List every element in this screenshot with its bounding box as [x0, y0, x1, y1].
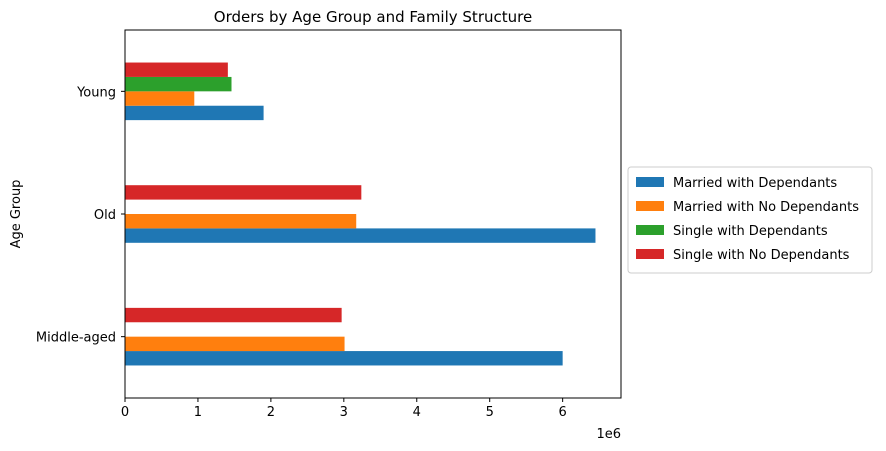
- legend-frame: [627, 166, 873, 274]
- legend-swatch: [636, 225, 664, 235]
- legend-label: Single with No Dependants: [673, 248, 850, 263]
- legend-swatch: [636, 201, 664, 211]
- legend-label: Married with No Dependants: [673, 200, 859, 215]
- legend-label: Single with Dependants: [673, 224, 828, 239]
- bar: [125, 307, 342, 323]
- bar: [125, 105, 264, 121]
- x-tick-label: 0: [121, 405, 129, 420]
- bar: [125, 62, 228, 77]
- y-tick-label: Young: [76, 85, 116, 100]
- x-tick-label: 1: [194, 405, 202, 420]
- legend-swatch: [636, 177, 664, 187]
- x-tick-label: 3: [340, 405, 348, 420]
- x-tick-label: 4: [413, 405, 421, 420]
- bar: [125, 76, 232, 92]
- y-tick-label: Middle-aged: [36, 331, 116, 346]
- x-tick-label: 5: [486, 405, 494, 420]
- plot-frame: [124, 29, 622, 399]
- y-tick-label: Old: [94, 208, 116, 223]
- legend-label: Married with Dependants: [673, 176, 837, 191]
- bar: [125, 351, 563, 366]
- bar: [125, 214, 357, 229]
- x-offset-label: 1e6: [596, 427, 621, 442]
- bar: [125, 185, 362, 200]
- legend-swatch: [636, 249, 664, 259]
- bars-group: [125, 62, 596, 366]
- legend: Married with Dependants Married with No D…: [627, 166, 873, 274]
- chart-title: Orders by Age Group and Family Structure: [214, 8, 532, 26]
- x-tick-label: 2: [267, 405, 275, 420]
- y-axis-ticks: Middle-aged Old Young: [36, 85, 125, 346]
- x-tick-label: 6: [559, 405, 567, 420]
- bar: [125, 228, 596, 243]
- bar: [125, 336, 345, 352]
- y-axis-label: Age Group: [9, 180, 24, 249]
- x-axis-ticks: 0 1 2 3 4 5 6: [121, 398, 567, 420]
- bar: [125, 91, 195, 106]
